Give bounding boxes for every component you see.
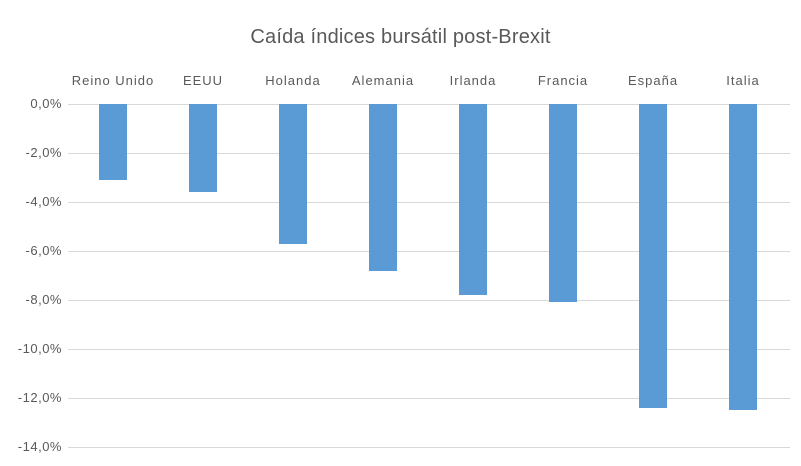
y-axis-tick-label: -6,0% — [25, 243, 62, 258]
y-axis-tick-label: -4,0% — [25, 194, 62, 209]
category-label-reino-unido: Reino Unido — [71, 73, 155, 88]
gridline — [68, 349, 790, 350]
y-axis-tick-label: -2,0% — [25, 145, 62, 160]
y-axis-tick-label: -10,0% — [17, 341, 62, 356]
category-label-irlanda: Irlanda — [449, 73, 497, 88]
category-label-espana: España — [627, 73, 679, 88]
category-label-holanda: Holanda — [265, 73, 321, 88]
y-axis-tick-label: 0,0% — [30, 96, 62, 111]
gridline — [68, 104, 790, 105]
bar-alemania — [369, 104, 397, 271]
category-label-italia: Italia — [726, 73, 760, 88]
chart-title: Caída índices bursátil post-Brexit — [250, 26, 551, 48]
gridline — [68, 398, 790, 399]
y-axis-tick-label: -12,0% — [17, 390, 62, 405]
gridline — [68, 202, 790, 203]
category-label-eeuu: EEUU — [182, 73, 224, 88]
bar-eeuu — [189, 104, 217, 192]
bar-irlanda — [459, 104, 487, 295]
category-label-alemania: Alemania — [351, 73, 415, 88]
category-label-francia: Francia — [537, 73, 589, 88]
bar-reino-unido — [99, 104, 127, 180]
bar-francia — [549, 104, 577, 302]
bar-holanda — [279, 104, 307, 244]
y-axis-tick-label: -8,0% — [25, 292, 62, 307]
gridline — [68, 300, 790, 301]
gridline — [68, 447, 790, 448]
gridline — [68, 251, 790, 252]
bar-italia — [729, 104, 757, 410]
gridline — [68, 153, 790, 154]
bar-espana — [639, 104, 667, 408]
y-axis-tick-label: -14,0% — [17, 439, 62, 454]
